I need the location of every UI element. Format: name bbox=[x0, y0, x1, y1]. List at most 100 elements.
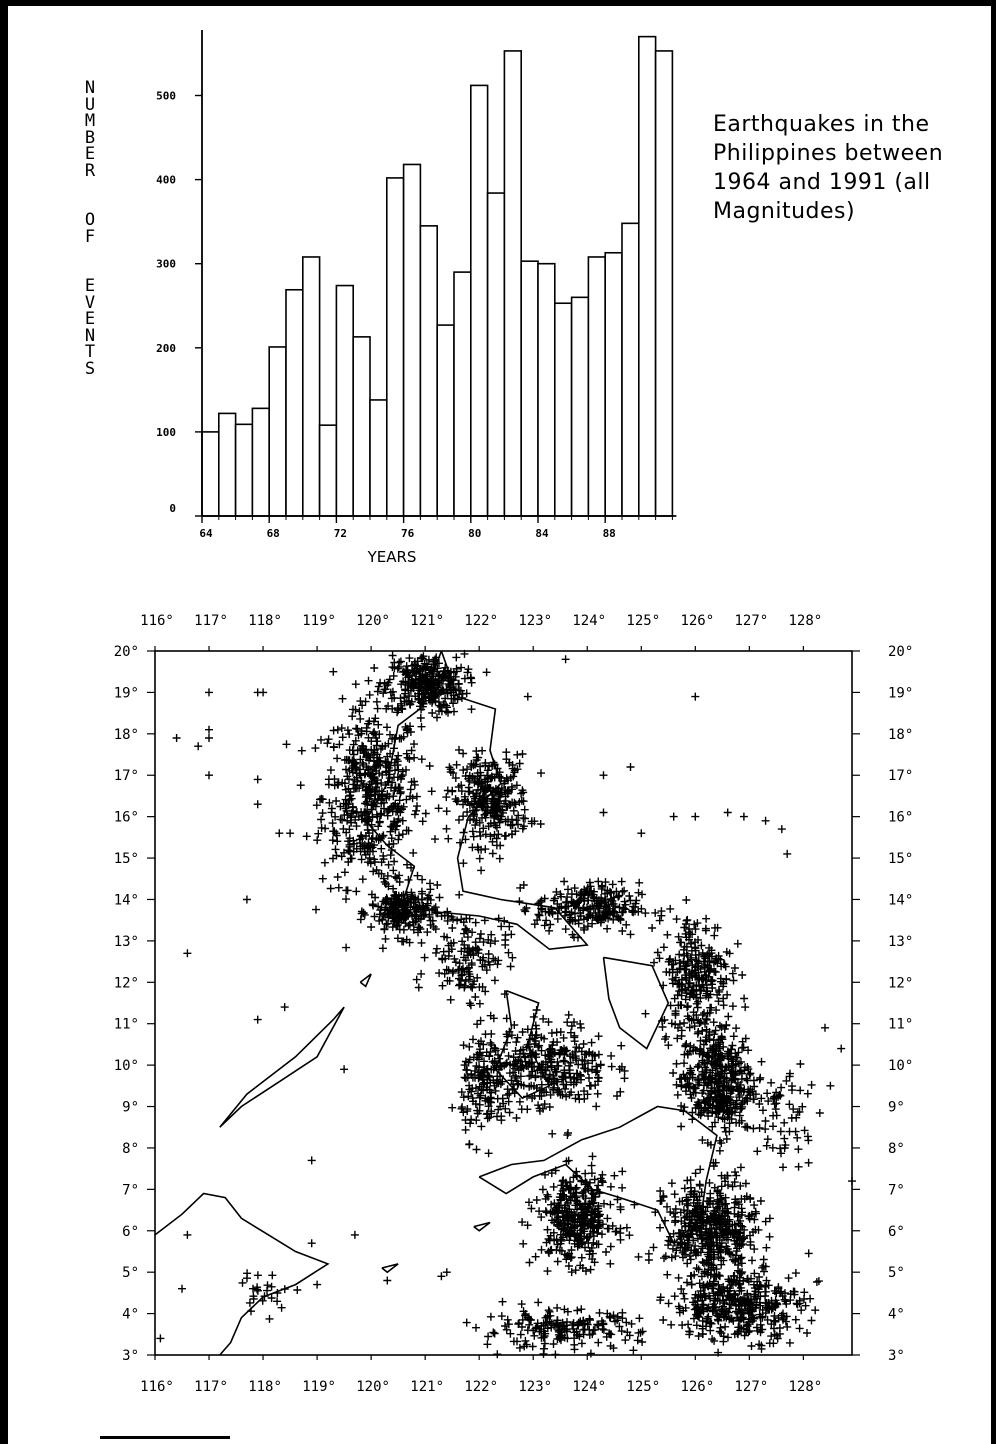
earthquake-marker bbox=[717, 1023, 726, 1032]
earthquake-marker bbox=[702, 1015, 711, 1023]
earthquake-marker bbox=[504, 1051, 513, 1060]
earthquake-marker bbox=[449, 915, 457, 924]
earthquake-marker bbox=[398, 805, 406, 814]
earthquake-marker bbox=[338, 733, 347, 742]
earthquake-marker bbox=[723, 1082, 732, 1091]
earthquake-marker bbox=[570, 884, 579, 893]
earthquake-marker bbox=[323, 739, 332, 748]
earthquake-marker bbox=[404, 826, 413, 835]
earthquake-marker bbox=[603, 924, 612, 933]
earthquake-marker bbox=[677, 980, 686, 989]
earthquake-marker bbox=[728, 969, 737, 978]
earthquake-marker bbox=[333, 837, 342, 846]
earthquake-marker bbox=[383, 723, 391, 732]
earthquake-marker bbox=[354, 731, 363, 740]
earthquake-marker bbox=[662, 1032, 671, 1041]
earthquake-marker bbox=[426, 895, 435, 904]
earthquake-marker bbox=[680, 1294, 689, 1303]
earthquake-marker bbox=[373, 687, 382, 696]
earthquake-marker bbox=[410, 810, 419, 819]
earthquake-marker bbox=[441, 954, 450, 963]
earthquake-marker bbox=[656, 1223, 664, 1232]
earthquake-marker bbox=[726, 1103, 735, 1112]
coastlines bbox=[154, 650, 718, 1356]
earthquake-marker bbox=[377, 869, 386, 878]
earthquake-marker bbox=[794, 1162, 803, 1171]
earthquake-marker bbox=[371, 893, 380, 902]
y-tick-label: 0 bbox=[169, 502, 176, 515]
earthquake-marker bbox=[414, 983, 423, 992]
earthquake-marker bbox=[509, 806, 518, 815]
earthquake-marker bbox=[449, 699, 458, 708]
earthquake-marker bbox=[453, 916, 462, 925]
earthquake-marker bbox=[360, 814, 369, 823]
earthquake-marker bbox=[705, 1099, 714, 1108]
earthquake-marker bbox=[702, 1037, 711, 1046]
earthquake-marker bbox=[457, 915, 466, 924]
earthquake-marker bbox=[317, 815, 326, 824]
earthquake-marker bbox=[609, 915, 618, 924]
earthquake-marker bbox=[410, 780, 419, 789]
earthquake-marker bbox=[694, 1332, 703, 1340]
earthquake-marker bbox=[494, 914, 503, 923]
earthquake-marker bbox=[703, 1009, 712, 1018]
earthquake-marker bbox=[378, 944, 387, 953]
earthquake-marker bbox=[556, 890, 565, 899]
earthquake-marker bbox=[372, 762, 381, 771]
earthquake-marker bbox=[659, 1316, 668, 1324]
earthquake-marker bbox=[660, 1254, 668, 1263]
earthquake-marker bbox=[369, 729, 378, 738]
earthquake-marker bbox=[486, 1038, 495, 1047]
earthquake-marker bbox=[469, 789, 478, 798]
earthquake-marker bbox=[777, 1083, 786, 1092]
earthquake-marker bbox=[592, 1102, 601, 1111]
earthquake-marker bbox=[603, 889, 612, 898]
earthquake-marker bbox=[506, 1329, 515, 1338]
earthquake-marker bbox=[479, 824, 488, 833]
earthquake-marker bbox=[343, 772, 352, 781]
earthquake-marker bbox=[608, 880, 617, 889]
earthquake-marker bbox=[311, 744, 320, 753]
earthquake-marker bbox=[384, 702, 393, 711]
earthquake-marker bbox=[429, 657, 438, 666]
earthquake-marker bbox=[385, 910, 394, 919]
earthquake-marker bbox=[363, 807, 372, 816]
earthquake-marker bbox=[423, 901, 432, 910]
earthquake-marker bbox=[811, 1306, 820, 1315]
earthquake-marker bbox=[386, 827, 395, 836]
earthquake-marker bbox=[735, 1084, 744, 1093]
earthquake-marker bbox=[332, 851, 341, 860]
left-latitude-label: 14° bbox=[114, 892, 139, 908]
earthquake-marker bbox=[742, 1122, 751, 1131]
earthquake-marker bbox=[674, 1302, 683, 1311]
top-longitude-label: 121° bbox=[410, 613, 444, 629]
earthquake-marker bbox=[705, 957, 714, 966]
earthquake-marker bbox=[501, 817, 510, 826]
earthquake-marker bbox=[357, 831, 366, 840]
earthquake-marker bbox=[690, 1084, 699, 1093]
earthquake-marker bbox=[312, 905, 320, 914]
earthquake-marker bbox=[700, 952, 709, 961]
earthquake-marker bbox=[338, 815, 346, 824]
left-latitude-label: 13° bbox=[114, 934, 139, 950]
earthquake-marker bbox=[711, 1095, 720, 1104]
x-tick-label: 84 bbox=[535, 527, 549, 540]
earthquake-marker bbox=[368, 826, 377, 835]
earthquake-marker bbox=[673, 1090, 682, 1099]
right-latitude-label: 13° bbox=[888, 934, 913, 950]
earthquake-marker bbox=[388, 923, 397, 932]
earthquake-marker bbox=[383, 790, 392, 799]
earthquake-marker bbox=[296, 781, 305, 790]
earthquake-marker bbox=[508, 830, 516, 839]
earthquake-marker bbox=[364, 858, 372, 867]
earthquake-marker bbox=[457, 781, 466, 790]
earthquake-marker bbox=[459, 828, 468, 837]
earthquake-marker bbox=[667, 1019, 676, 1028]
earthquake-marker bbox=[715, 1107, 724, 1115]
earthquake-marker bbox=[803, 1089, 812, 1098]
earthquake-marker bbox=[500, 990, 509, 999]
earthquake-marker bbox=[673, 1034, 682, 1043]
earthquake-marker bbox=[495, 768, 504, 777]
earthquake-marker bbox=[428, 709, 437, 717]
earthquake-marker bbox=[466, 982, 475, 991]
